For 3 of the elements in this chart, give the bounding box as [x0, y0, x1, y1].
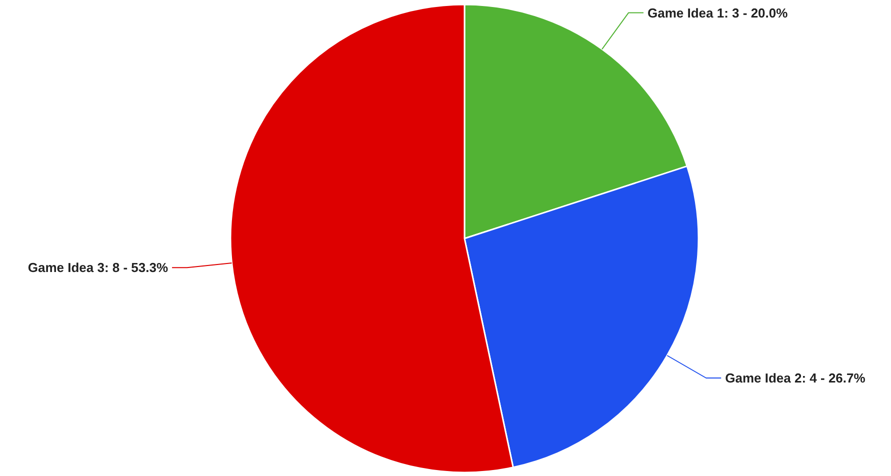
slice-label: Game Idea 1: 3 - 20.0% [647, 5, 788, 20]
slice-label: Game Idea 2: 4 - 26.7% [725, 370, 866, 386]
slice-label: Game Idea 3: 8 - 53.3% [28, 260, 168, 276]
